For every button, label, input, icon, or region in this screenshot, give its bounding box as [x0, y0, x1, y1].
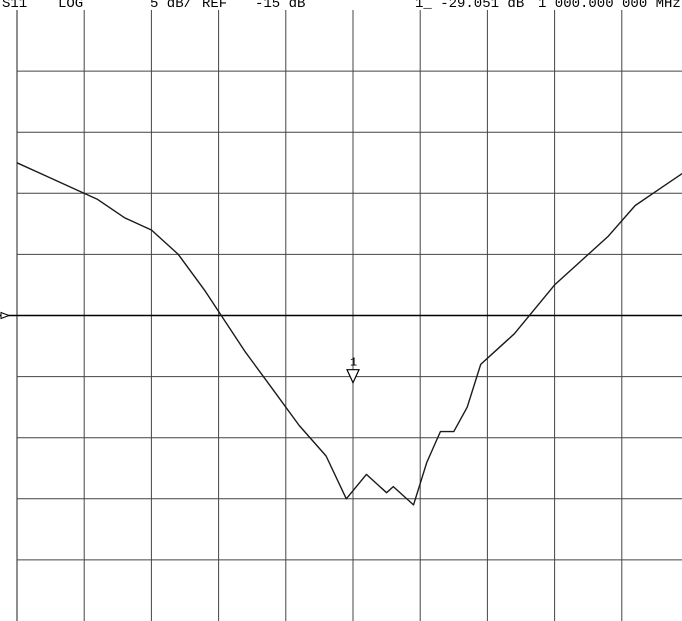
scale-label: 5 dB/ [150, 0, 192, 12]
marker-frequency: 1 000.000 000 MHz [538, 0, 681, 12]
trace-line [16, 162, 682, 506]
ref-label: REF [202, 0, 227, 12]
reference-pointer-icon [0, 311, 11, 320]
grid [16, 10, 682, 621]
marker-readout: 1_ -29.051 dB [415, 0, 524, 12]
reference-line-group [0, 311, 682, 320]
format-label: LOG [58, 0, 83, 12]
ref-value: -15 dB [255, 0, 305, 12]
marker-group: 1 [346, 356, 360, 385]
trace-group [16, 162, 682, 506]
marker-label: 1 [350, 356, 357, 370]
channel-label: S11 [2, 0, 27, 12]
marker-triangle-icon [346, 369, 360, 385]
